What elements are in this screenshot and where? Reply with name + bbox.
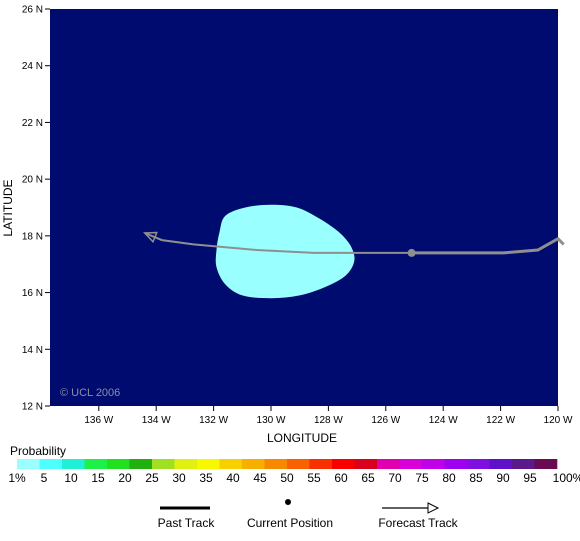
colorbar-label: 85: [469, 471, 483, 485]
colorbar-label: 1%: [8, 471, 26, 485]
legend-past-track: Past Track: [158, 506, 216, 530]
colorbar-label: 40: [226, 471, 240, 485]
longitude-axis: 136 W 134 W 132 W 130 W 128 W 126 W 124 W 122 W…: [84, 406, 573, 426]
colorbar-swatch: [219, 459, 243, 469]
colorbar-swatch: [197, 459, 220, 469]
colorbar-label: 30: [172, 471, 186, 485]
current-position-legend-dot: [285, 499, 291, 505]
lat-tick-label: 26 N: [22, 5, 43, 16]
map-plot-area: © UCL 2006: [50, 9, 565, 406]
colorbar-swatch: [467, 459, 490, 469]
colorbar-label: 25: [145, 471, 159, 485]
lat-tick-label: 20 N: [22, 175, 43, 186]
colorbar-label: 70: [388, 471, 402, 485]
lat-tick-label: 24 N: [22, 61, 43, 72]
colorbar-swatch: [309, 459, 333, 469]
colorbar-label: 45: [253, 471, 267, 485]
colorbar-swatch: [287, 459, 310, 469]
lon-tick-label: 128 W: [314, 415, 343, 426]
lon-tick-label: 126 W: [371, 415, 400, 426]
colorbar-swatch: [242, 459, 265, 469]
colorbar-label: 95: [523, 471, 537, 485]
current-position-marker: [407, 248, 416, 257]
colorbar-label: 80: [442, 471, 456, 485]
colorbar-swatch: [107, 459, 130, 469]
forecast-track-legend-label: Forecast Track: [378, 516, 458, 530]
colorbar-label: 20: [118, 471, 132, 485]
colorbar-label: 35: [199, 471, 213, 485]
lon-tick-label: 136 W: [84, 415, 113, 426]
colorbar-swatch: [84, 459, 108, 469]
colorbar-swatch: [39, 459, 63, 469]
lat-tick-label: 18 N: [22, 231, 43, 242]
colorbar-label: 60: [334, 471, 348, 485]
lon-tick-label: 122 W: [486, 415, 515, 426]
forecast-arrowhead: [143, 231, 158, 244]
colorbar-label: 65: [361, 471, 375, 485]
lat-tick-label: 12 N: [22, 402, 43, 413]
lon-tick-label: 130 W: [257, 415, 286, 426]
lat-tick-label: 16 N: [22, 288, 43, 299]
colorbar-swatch: [332, 459, 355, 469]
y-axis-title: LATITUDE: [1, 179, 15, 236]
colorbar-label: 100%: [553, 471, 580, 485]
colorbar-swatch: [17, 459, 40, 469]
copyright-text: © UCL 2006: [60, 387, 120, 399]
legend-current-position: Current Position: [247, 499, 333, 530]
colorbar-swatch: [422, 459, 445, 469]
lon-tick-label: 134 W: [142, 415, 171, 426]
colorbar-label: 75: [415, 471, 429, 485]
colorbar-label: 10: [64, 471, 78, 485]
colorbar-label: 50: [280, 471, 294, 485]
lon-tick-label: 132 W: [199, 415, 228, 426]
colorbar-swatch: [489, 459, 513, 469]
legend-forecast-track: Forecast Track: [378, 502, 459, 530]
probability-colorbar: [17, 459, 558, 469]
forecast-track-line: [144, 232, 412, 254]
past-track-line: [411, 236, 565, 255]
colorbar-swatch: [174, 459, 198, 469]
colorbar-label: 5: [41, 471, 48, 485]
colorbar-label: 15: [91, 471, 105, 485]
colorbar-swatch: [354, 459, 378, 469]
current-position-legend-label: Current Position: [247, 516, 333, 530]
x-axis-title: LONGITUDE: [267, 431, 337, 445]
lat-tick-label: 14 N: [22, 345, 43, 356]
lat-tick-label: 22 N: [22, 118, 43, 129]
colorbar-swatch: [534, 459, 558, 469]
lon-tick-label: 124 W: [429, 415, 458, 426]
colorbar-label: 90: [496, 471, 510, 485]
lon-tick-label: 120 W: [544, 415, 573, 426]
legend-title: Probability: [10, 444, 66, 458]
ocean-background: [50, 9, 558, 406]
colorbar-swatch: [264, 459, 288, 469]
colorbar-swatch: [62, 459, 85, 469]
forecast-track-legend-arrow: [427, 502, 440, 514]
colorbar-swatch: [152, 459, 175, 469]
colorbar-label: 55: [307, 471, 321, 485]
colorbar-swatch: [377, 459, 400, 469]
colorbar-swatch: [399, 459, 423, 469]
colorbar-swatch: [129, 459, 153, 469]
colorbar-swatch: [512, 459, 535, 469]
latitude-axis: 12 N 14 N 16 N 18 N 20 N 22 N 24 N 26 N: [22, 5, 50, 413]
probability-colorbar-labels: 1% 5 10 15 20 25 30 35 40 45 50 55 60 65 70 75 80 85 90 95 1…: [8, 471, 580, 485]
colorbar-swatch: [444, 459, 468, 469]
past-track-legend-label: Past Track: [158, 516, 216, 530]
